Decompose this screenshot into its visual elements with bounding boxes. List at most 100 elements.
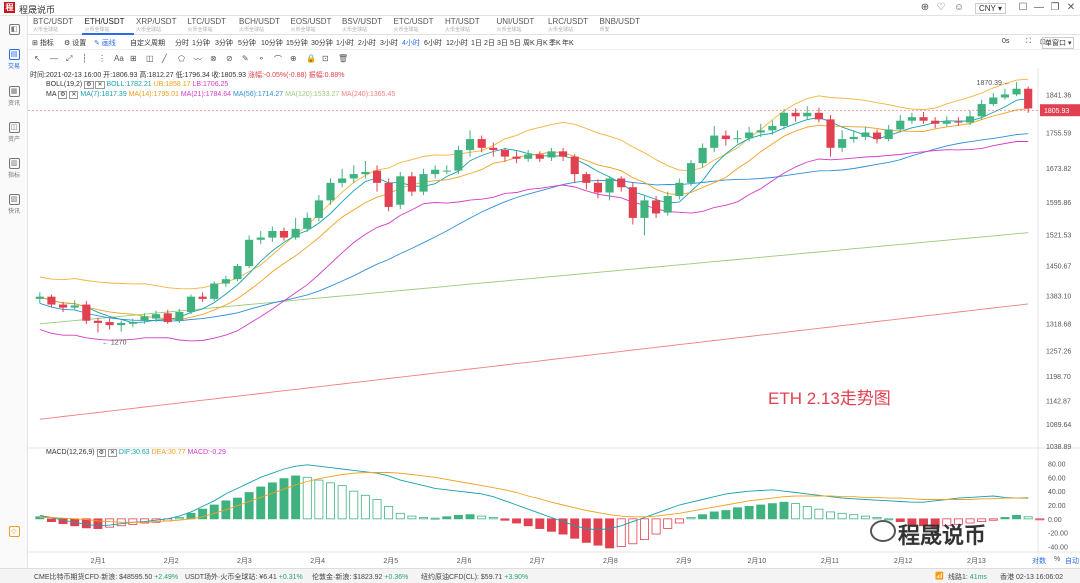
tab-lrc-usdt[interactable]: LRC/USDT 火币全球站 [545,16,597,35]
macd-bar [523,518,533,527]
macd-settings-icon[interactable]: ⚙ [96,449,106,457]
globe-icon[interactable]: ⊕ [920,2,930,13]
log-scale-toggle[interactable]: 对数 [1032,558,1046,565]
kline-chart[interactable]: 1841.36 1755.59 1673.82 1595.86 1521.53 1450.… [28,68,1080,568]
tab-bch-usdt[interactable]: BCH/USDT 火币全球站 [236,16,288,35]
boll-settings-icon[interactable]: ⚙ [84,81,94,89]
boll-close-icon[interactable]: ✕ [95,81,105,89]
period-17[interactable]: 周K [523,40,535,47]
tab-eth-usdt[interactable]: ETH/USDT 火币全球站 [81,16,134,35]
tab-uni-usdt[interactable]: UNI/USDT 火币全球站 [494,16,546,35]
draw-text-icon[interactable]: Aa [114,54,124,63]
draw-rect-icon[interactable]: ◫ [146,54,154,63]
period-19[interactable]: 季K [549,40,561,47]
draw-ray-icon[interactable]: ⤢ [66,54,73,63]
period-10[interactable]: 4小时 [402,40,420,47]
macd-bar [442,516,452,520]
window-mode-select[interactable]: 单窗口 ▾ [1042,37,1075,49]
ma-settings-icon[interactable]: ⚙ [58,91,68,99]
ma-close-icon[interactable]: ✕ [69,91,79,99]
tab-xrp-usdt[interactable]: XRP/USDT 火币全球站 [133,16,185,35]
period-12[interactable]: 12小时 [446,40,468,47]
period-7[interactable]: 1小时 [336,40,354,47]
draw-arc-icon[interactable]: ⌒ [274,55,282,64]
period-15[interactable]: 3日 [497,40,508,47]
draw-circle-slash-icon[interactable]: ⊘ [226,54,233,63]
period-4[interactable]: 10分钟 [261,40,283,47]
draw-grid-icon[interactable]: ⊞ [130,54,137,63]
period-1[interactable]: 1分钟 [192,40,210,47]
auto-scale-toggle[interactable]: 自动 [1065,558,1079,565]
period-2[interactable]: 3分钟 [215,40,233,47]
draw-polygon-icon[interactable]: ⬠ [178,54,185,63]
draw-dots-icon[interactable]: ⋮ [98,54,106,63]
sidebar-item-home[interactable]: ◧ [0,24,28,35]
sidebar-item-news[interactable]: ▦ 资讯 [0,86,28,107]
favorite-icon[interactable]: ♡ [936,2,946,13]
draw-button[interactable]: ✎ 画线 [94,40,116,47]
restore-box-icon[interactable]: ☐ [1018,2,1028,13]
close-icon[interactable]: ✕ [1066,2,1076,13]
tab-ltc-usdt[interactable]: LTC/USDT 火币全球站 [185,16,237,35]
status-bar: CME比特币期货CFD·新浪: $48595.50 +2.49% USDT场外·… [0,568,1080,583]
tab-btc-usdt[interactable]: BTC/USDT 火币全球站 [30,16,82,35]
period-11[interactable]: 6小时 [424,40,442,47]
tab-eos-usdt[interactable]: EOS/USDT 火币全球站 [288,16,340,35]
macd-close-icon[interactable]: ✕ [107,449,117,457]
draw-dot-icon[interactable]: ⚬ [258,54,265,63]
indicator-button[interactable]: ⊞ 指标 [32,40,54,47]
custom-period-button[interactable]: 自定义周期 [130,40,165,47]
period-13[interactable]: 1日 [471,40,482,47]
draw-frame-icon[interactable]: ⊡ [322,54,329,63]
ticker-usdt[interactable]: USDT场外·火币全球站: ¥6.41 +0.31% [185,572,303,582]
sidebar-item-vip[interactable]: ◇ [0,526,28,537]
draw-trash-icon[interactable]: 🗑 [338,54,349,63]
draw-line-icon[interactable]: — [50,54,58,63]
period-20[interactable]: 年K [562,40,574,47]
candle-body [105,322,114,326]
user-icon[interactable]: ☺ [953,2,965,13]
candle-body [814,112,823,120]
maximize-icon[interactable]: ❐ [1050,2,1060,13]
period-8[interactable]: 2小时 [358,40,376,47]
period-16[interactable]: 5日 [510,40,521,47]
sidebar-item-flash[interactable]: ▧ 快讯 [0,194,28,215]
draw-circle-x-icon[interactable]: ⊗ [210,54,217,63]
sidebar-item-assets[interactable]: ◫ 资产 [0,122,28,143]
percent-scale-toggle[interactable]: % [1054,556,1061,563]
minimize-icon[interactable]: — [1034,2,1044,13]
draw-vline-icon[interactable]: ┆ [82,54,87,63]
sidebar-item-indicators[interactable]: ▥ 指标 [0,158,28,179]
macd-bar [977,518,987,523]
period-3[interactable]: 5分钟 [238,40,256,47]
currency-select[interactable]: CNY ▾ [975,3,1006,14]
draw-lock-icon[interactable]: 🔒 [306,54,316,63]
period-6[interactable]: 30分钟 [311,40,333,47]
tab-etc-usdt[interactable]: ETC/USDT 火币全球站 [391,16,443,35]
fullscreen-icon[interactable]: ⛶ [1026,38,1031,45]
draw-plus-icon[interactable]: ⊕ [290,54,297,63]
period-9[interactable]: 3小时 [380,40,398,47]
draw-wave-icon[interactable]: 〰 [194,55,202,64]
latency[interactable]: 线路1: 41ms [948,572,987,582]
macd-bar [407,515,417,520]
draw-trend-icon[interactable]: ╱ [162,54,167,63]
sidebar-item-trade[interactable]: ▤ 交易 [0,49,28,70]
tab-bnb-usdt[interactable]: BNB/USDT 币安 [597,16,649,35]
candle-body [477,139,486,148]
period-18[interactable]: 月K [536,40,548,47]
draw-pen-icon[interactable]: ✎ [242,54,249,63]
period-0[interactable]: 分时 [175,40,189,47]
latency-value: 41ms [969,574,987,581]
ticker-oil[interactable]: 纽约原油CFD(CL): $59.71 +3.90% [421,572,528,582]
period-14[interactable]: 2日 [484,40,495,47]
ticker-gold[interactable]: 伦敦金·新浪: $1823.92 +0.36% [312,572,408,582]
settings-button[interactable]: ⚙ 设置 [64,40,87,47]
tab-ht-usdt[interactable]: HT/USDT 火币全球站 [442,16,494,35]
ticker-cme[interactable]: CME比特币期货CFD·新浪: $48595.50 +2.49% [34,572,178,582]
macd-bar [872,517,882,520]
chart-canvas[interactable]: 1841.36 1755.59 1673.82 1595.86 1521.53 1450.… [28,68,1080,568]
draw-cursor-icon[interactable]: ↖ [34,54,41,63]
period-5[interactable]: 15分钟 [286,40,308,47]
tab-bsv-usdt[interactable]: BSV/USDT 火币全球站 [339,16,391,35]
